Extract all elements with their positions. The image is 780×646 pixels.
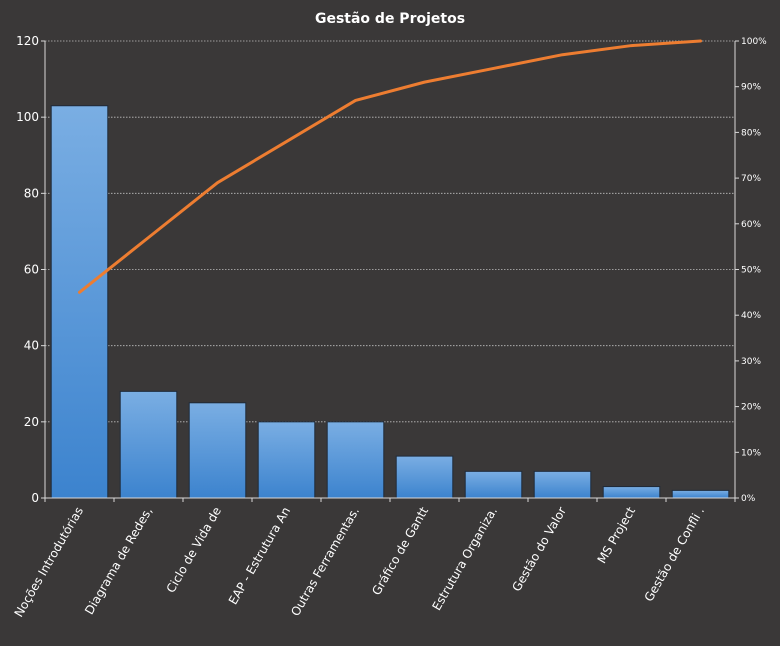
bar — [119, 390, 178, 499]
y-tick-label: 100 — [16, 110, 39, 124]
y-tick-label: 60 — [24, 263, 39, 277]
bar — [671, 489, 730, 499]
cumulative-line — [78, 39, 702, 294]
bar — [533, 470, 592, 499]
x-tick-label: Gestão do Valor — [509, 504, 569, 593]
y2-tick-label: 50% — [741, 266, 761, 276]
y2-tick-label: 100% — [741, 37, 767, 47]
x-tick-label: Noções Introdutórias — [12, 505, 86, 620]
y-tick-label: 20 — [24, 415, 39, 429]
y2-tick-label: 60% — [741, 220, 761, 230]
y2-tick-label: 40% — [741, 311, 761, 321]
bars — [50, 105, 730, 499]
x-tick-label: Diagrama de Redes, — [82, 505, 155, 617]
y2-tick-label: 80% — [741, 128, 761, 138]
bar — [326, 421, 385, 499]
bar — [395, 455, 454, 499]
x-tick-label: Gestão de Confli . — [642, 505, 708, 605]
bar — [464, 470, 523, 499]
tick-labels: 0 20 40 60 80 100 120 0% 10% 20% 30% 40% 50% 60% 70% 80… — [12, 34, 768, 620]
chart-title: Gestão de Projetos — [315, 11, 465, 27]
bar — [257, 421, 316, 499]
x-tick-label: Gráfico de Gantt — [369, 504, 431, 597]
y2-tick-label: 70% — [741, 174, 761, 184]
x-tick-label: Outras Ferramentas. — [288, 505, 362, 619]
y2-tick-label: 90% — [741, 83, 761, 93]
bar — [188, 402, 247, 499]
y-tick-label: 120 — [16, 34, 39, 48]
y2-tick-label: 0% — [741, 494, 756, 504]
bar — [50, 105, 109, 499]
axes — [41, 40, 739, 502]
y2-tick-label: 20% — [741, 403, 761, 413]
y-tick-label: 40 — [24, 339, 39, 353]
bar — [602, 486, 661, 499]
x-tick-label: MS Project — [595, 504, 639, 566]
x-tick-label: EAP - Estrutura An — [226, 505, 293, 608]
grid-lines — [45, 40, 735, 423]
x-tick-label: Ciclo de Vida de — [164, 505, 224, 596]
y2-tick-label: 10% — [741, 448, 761, 458]
cumulative-percent-line — [78, 39, 702, 294]
y-tick-label: 80 — [24, 186, 39, 200]
y2-tick-label: 30% — [741, 357, 761, 367]
x-tick-label: Estrutura Organiza. — [429, 505, 500, 613]
y-tick-label: 0 — [31, 491, 39, 505]
